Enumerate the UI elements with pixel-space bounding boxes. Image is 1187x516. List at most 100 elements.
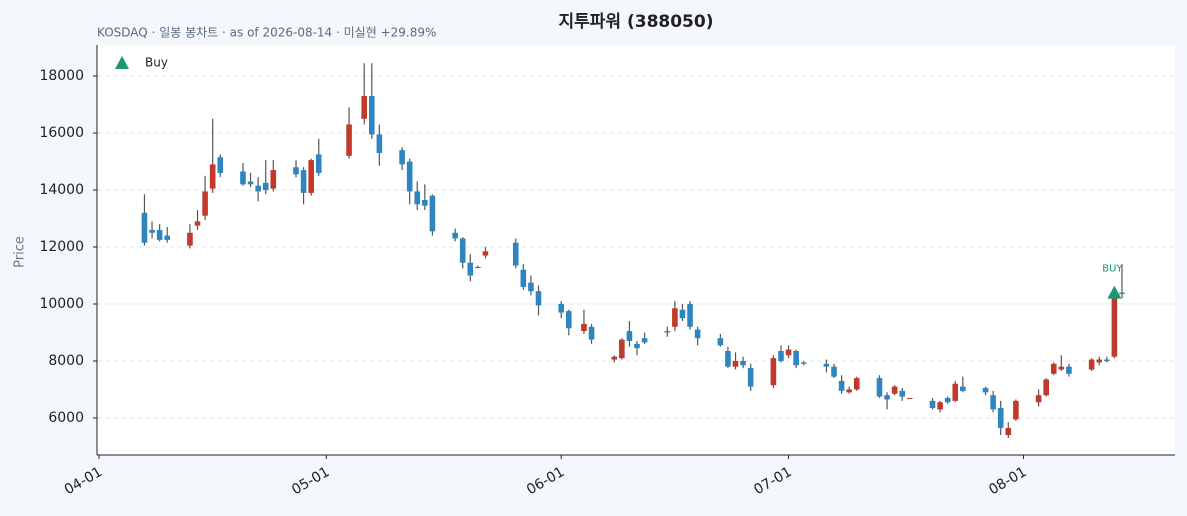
- x-tick-label: 04-01: [62, 464, 105, 498]
- candle-body: [611, 356, 618, 360]
- candle-body: [164, 235, 170, 240]
- candle-body: [156, 229, 163, 240]
- candle-body: [346, 124, 352, 156]
- y-axis-label: Price: [13, 236, 28, 268]
- buy-marker: [1107, 285, 1122, 299]
- candle-body: [247, 181, 254, 185]
- candle-body: [255, 185, 261, 192]
- candle-body: [778, 351, 784, 361]
- candle-body: [1066, 366, 1072, 374]
- candle-body: [240, 171, 246, 185]
- candle-body: [475, 266, 481, 268]
- candle-body: [997, 407, 1004, 428]
- candle-body: [1013, 400, 1019, 420]
- candle-body: [641, 338, 648, 343]
- x-tick-label: 05-01: [289, 464, 332, 498]
- candle-body: [262, 182, 269, 191]
- candle-body: [823, 363, 830, 367]
- candle-body: [906, 398, 913, 400]
- candle-body: [399, 150, 405, 165]
- candle-body: [429, 195, 436, 232]
- candle-body: [831, 366, 837, 377]
- y-tick-label: 6000: [48, 410, 84, 426]
- candle-body: [990, 395, 996, 410]
- y-tick-label: 16000: [39, 125, 84, 141]
- candle-body: [838, 380, 845, 391]
- y-tick-label: 14000: [39, 182, 84, 198]
- chart-subtitle: KOSDAQ · 일봉 봉차트 · as of 2026-08-14 · 미실현…: [97, 26, 436, 40]
- candle-body: [884, 395, 890, 400]
- candle-body: [960, 386, 966, 391]
- candle-body: [406, 161, 413, 192]
- candle-body: [308, 160, 314, 193]
- candle-body: [202, 191, 208, 216]
- candle-body: [1043, 379, 1049, 396]
- candle-body: [300, 170, 307, 193]
- candle-body: [929, 400, 936, 408]
- candle-body: [982, 388, 989, 393]
- candle-body: [793, 351, 799, 366]
- candle-body: [376, 134, 383, 153]
- candle-body: [732, 360, 739, 367]
- x-tick-label: 06-01: [524, 464, 567, 498]
- candle-body: [270, 170, 277, 189]
- y-tick-label: 12000: [39, 239, 84, 255]
- candle-body: [853, 378, 860, 390]
- candle-body: [368, 96, 375, 135]
- y-tick-label: 10000: [39, 296, 84, 312]
- x-tick-label: 07-01: [751, 464, 794, 498]
- candle-body: [634, 343, 640, 349]
- candle-body: [1035, 395, 1042, 403]
- candle-body: [1005, 427, 1012, 436]
- candle-body: [1088, 359, 1095, 370]
- candle-body: [535, 291, 542, 306]
- candle-body: [619, 339, 625, 359]
- candle-body: [452, 232, 458, 239]
- buy-annotation: BUY: [1102, 264, 1123, 275]
- candle-body: [687, 303, 693, 327]
- candle-body: [740, 360, 746, 366]
- candle-body: [800, 362, 807, 364]
- candle-body: [717, 338, 724, 346]
- candle-body: [899, 390, 906, 397]
- legend-marker: [115, 56, 129, 69]
- candle-body: [361, 96, 368, 119]
- candle-body: [528, 282, 534, 292]
- candle-body: [149, 229, 155, 233]
- candle-body: [217, 157, 224, 173]
- x-tick-label: 08-01: [986, 464, 1029, 498]
- chart-title: 지투파워 (388050): [559, 12, 714, 32]
- candle-body: [414, 191, 421, 205]
- candle-body: [664, 331, 671, 333]
- candle-body: [891, 386, 898, 394]
- candle-body: [944, 398, 951, 403]
- candle-body: [293, 167, 299, 175]
- candle-body: [141, 212, 148, 243]
- candle-body: [937, 402, 943, 410]
- legend-label: Buy: [145, 56, 168, 70]
- candle-body: [558, 303, 565, 313]
- candle-body: [194, 221, 201, 226]
- candle-body: [1111, 298, 1118, 357]
- candle-body: [952, 383, 959, 401]
- candle-body: [209, 164, 216, 189]
- y-tick-label: 8000: [48, 353, 84, 369]
- candle-body: [725, 351, 731, 367]
- candle-body: [581, 323, 587, 332]
- candle-body: [566, 311, 572, 329]
- candle-body: [422, 199, 428, 206]
- candle-body: [679, 309, 686, 319]
- candle-body: [459, 238, 466, 263]
- y-tick-label: 18000: [39, 68, 84, 84]
- candle-body: [694, 329, 701, 339]
- candle-body: [770, 358, 777, 386]
- candle-body: [747, 368, 754, 387]
- candle-body: [1050, 363, 1057, 374]
- candle-body: [588, 326, 595, 340]
- candle-body: [876, 378, 883, 397]
- candle-body: [672, 308, 678, 327]
- candle-body: [315, 154, 322, 173]
- candle-body: [1104, 359, 1110, 361]
- candle-body: [1096, 359, 1103, 363]
